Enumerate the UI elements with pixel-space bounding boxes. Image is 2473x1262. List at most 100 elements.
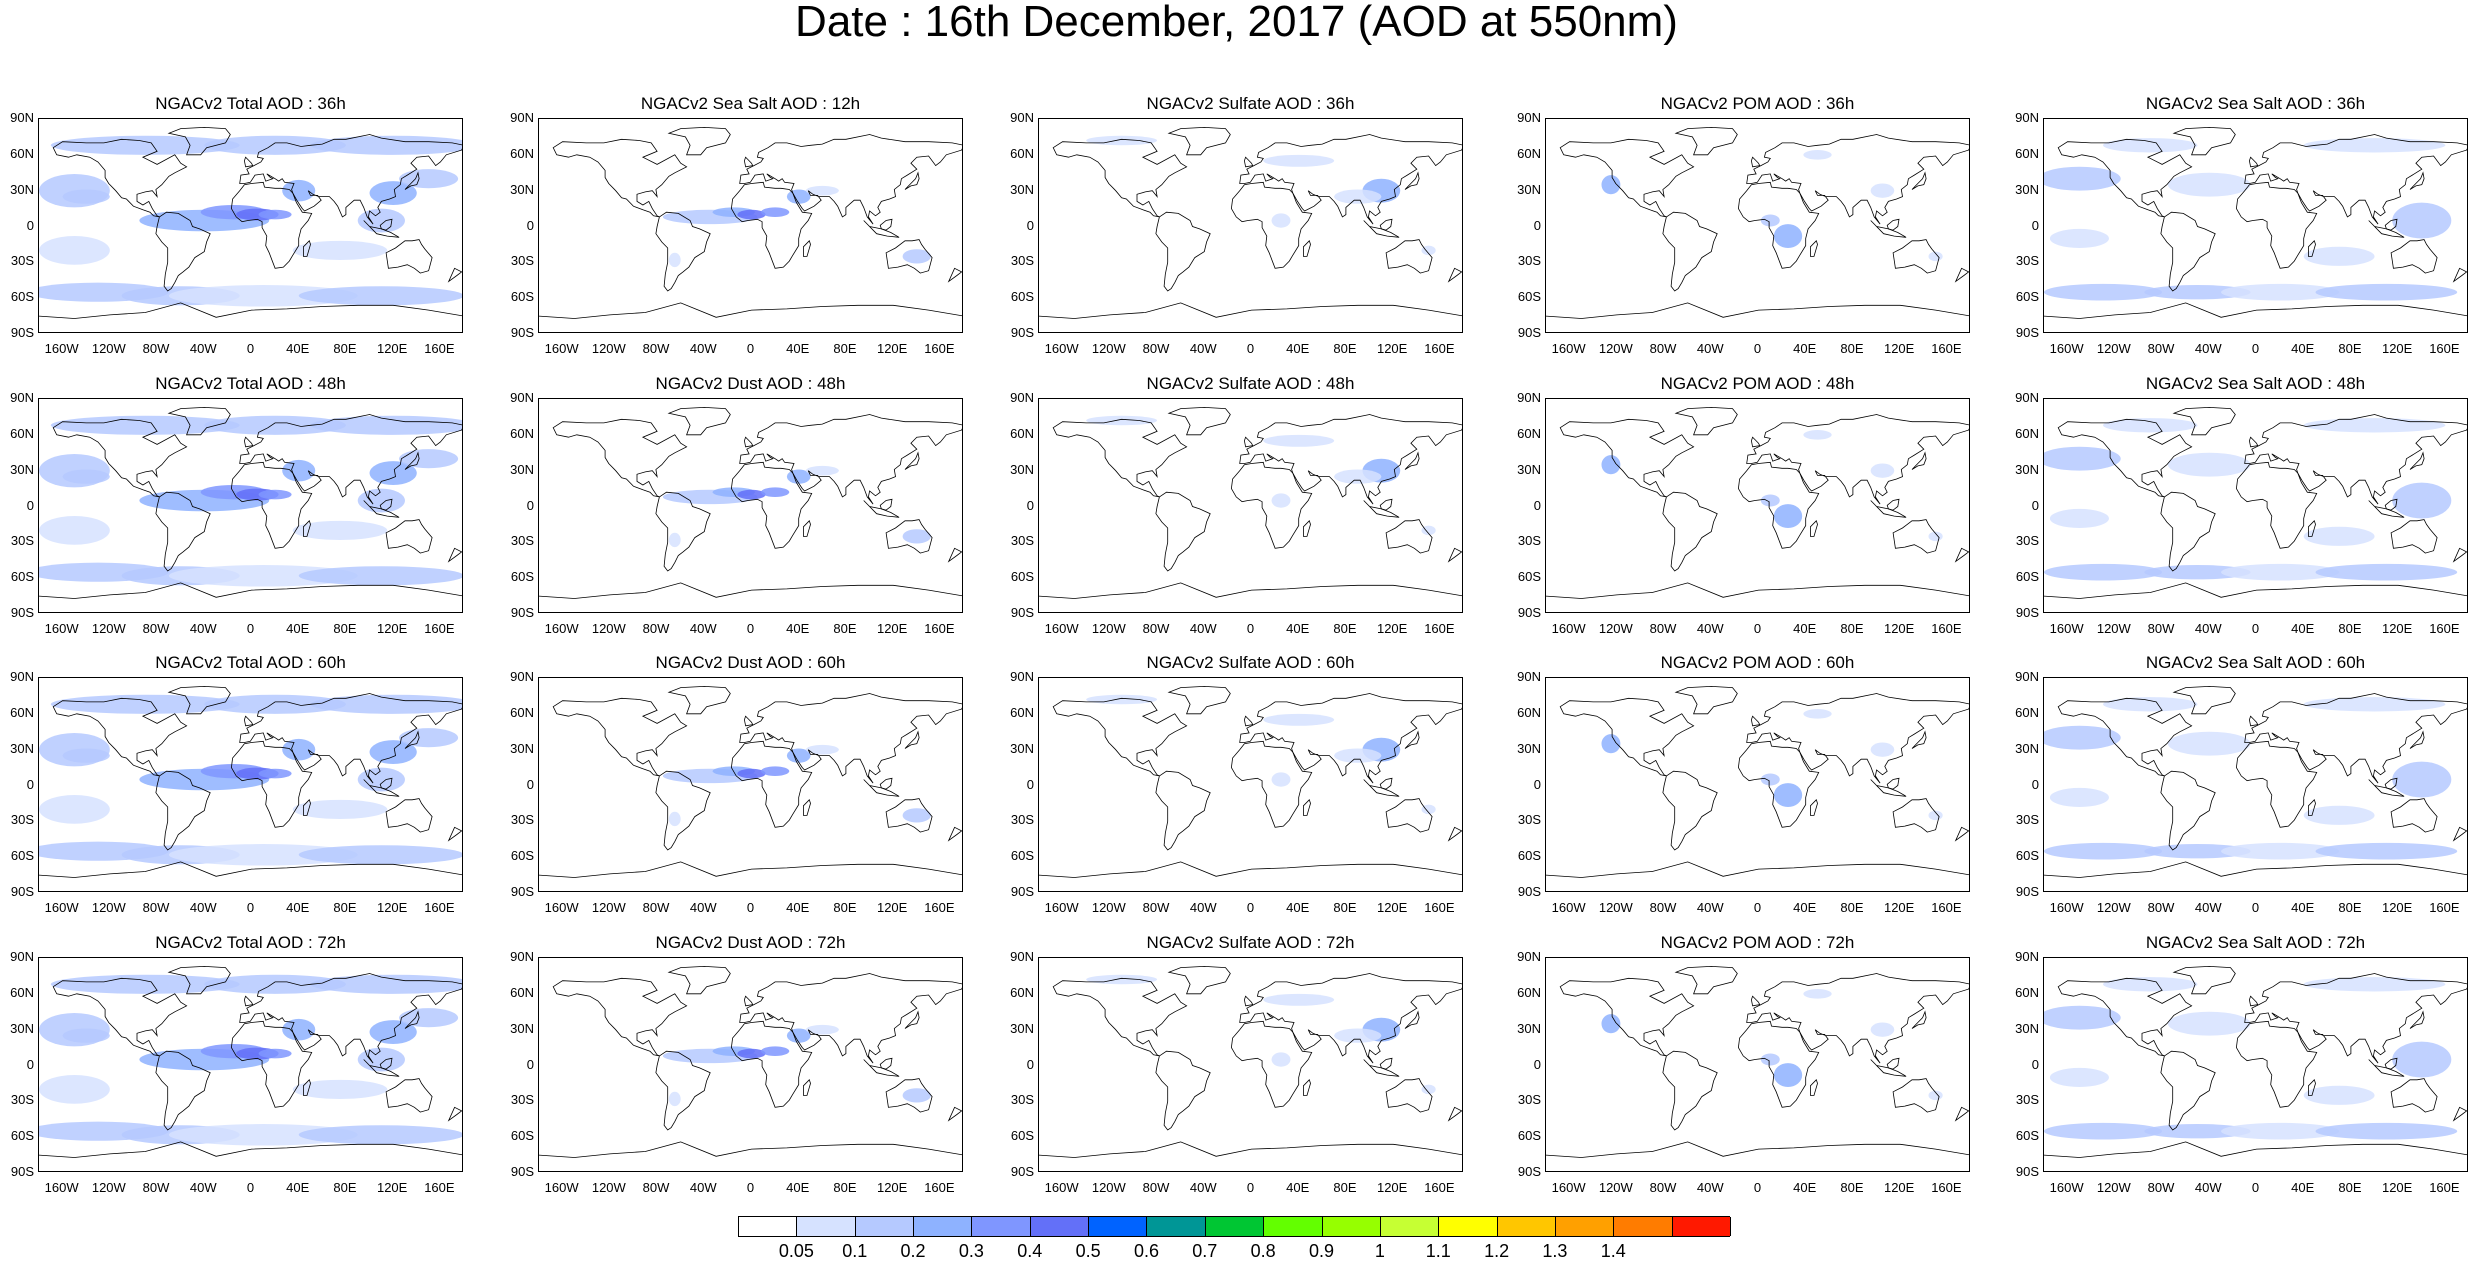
aod-region bbox=[805, 1024, 839, 1035]
lon-tick-label: 160E bbox=[1424, 1180, 1455, 1195]
lat-tick-label: 90S bbox=[510, 884, 534, 899]
lat-tick-label: 60S bbox=[1517, 1128, 1541, 1144]
world-map bbox=[539, 685, 962, 878]
aod-region bbox=[2303, 138, 2446, 153]
lon-tick-label: 40W bbox=[2194, 621, 2222, 636]
aod-region bbox=[369, 461, 417, 485]
aod-region bbox=[62, 469, 110, 484]
aod-region bbox=[1601, 175, 1621, 195]
lon-tick-label: 0 bbox=[1753, 1180, 1762, 1195]
coastline-uk bbox=[2248, 715, 2259, 727]
world-map bbox=[2044, 126, 2467, 319]
coastline-africa bbox=[730, 1020, 813, 1108]
lon-tick-label: 80W bbox=[142, 900, 170, 915]
lat-tick-label: 0 bbox=[1533, 1056, 1541, 1072]
lon-tick-label: 0 bbox=[1246, 621, 1255, 636]
lat-tick-label: 60S bbox=[2015, 848, 2039, 864]
panel-title: NGACv2 Sulfate AOD : 48h bbox=[1146, 374, 1355, 393]
lon-tick-label: 120W bbox=[1091, 621, 1126, 636]
aod-region bbox=[2103, 697, 2198, 712]
lat-tick-label: 0 bbox=[1026, 1056, 1034, 1072]
lon-tick-label: 80W bbox=[142, 621, 170, 636]
lat-tick-label: 30S bbox=[1517, 1092, 1541, 1108]
lon-tick-label: 0 bbox=[246, 621, 255, 636]
lat-tick-label: 60N bbox=[10, 704, 34, 720]
lon-tick-label: 120E bbox=[1376, 1180, 1408, 1195]
lat-tick-label: 60S bbox=[10, 569, 34, 585]
lon-tick-label: 80W bbox=[1649, 1180, 1677, 1195]
coastline-japan bbox=[1404, 1010, 1420, 1029]
coastline-africa bbox=[1737, 1020, 1820, 1108]
lat-tick-label: 90N bbox=[510, 110, 534, 125]
lat-tick-label: 60S bbox=[1010, 289, 1034, 305]
aod-region bbox=[1263, 434, 1335, 447]
aod-region bbox=[2167, 172, 2251, 197]
coastline-antarctica bbox=[2044, 1141, 2467, 1158]
coastline-antarctica bbox=[539, 861, 962, 878]
lon-tick-label: 40W bbox=[189, 341, 217, 356]
aod-region bbox=[1086, 974, 1158, 985]
panel-title: NGACv2 Total AOD : 36h bbox=[155, 94, 346, 113]
coastline-samerica bbox=[1662, 1050, 1718, 1131]
map-panel bbox=[538, 118, 963, 333]
lon-tick-label: 120W bbox=[1091, 341, 1126, 356]
world-map bbox=[2044, 685, 2467, 878]
lat-tick-label: 30S bbox=[2015, 1092, 2039, 1108]
aod-region bbox=[760, 1046, 790, 1056]
lon-tick-label: 80E bbox=[833, 621, 857, 636]
lat-tick-label: 60S bbox=[10, 848, 34, 864]
coastline-uk bbox=[2248, 156, 2259, 168]
lat-tick-label: 60N bbox=[510, 984, 534, 1000]
lon-tick-label: 40W bbox=[1189, 900, 1217, 915]
coastline-antarctica bbox=[2044, 861, 2467, 878]
coastline-namerica bbox=[52, 418, 188, 498]
panel-title: NGACv2 Total AOD : 72h bbox=[155, 933, 346, 952]
aod-region bbox=[2049, 787, 2109, 807]
lon-tick-label: 160W bbox=[1551, 341, 1586, 356]
lon-tick-label: 0 bbox=[246, 1180, 255, 1195]
colorbar-label: 0.7 bbox=[1192, 1241, 1218, 1261]
coastline-samerica bbox=[655, 1050, 711, 1131]
lat-tick-label: 30S bbox=[510, 812, 534, 828]
coastline-japan bbox=[1911, 1010, 1927, 1029]
lon-tick-label: 0 bbox=[1753, 341, 1762, 356]
lat-tick-label: 90S bbox=[510, 325, 534, 340]
colorbar-label: 0.3 bbox=[958, 1241, 984, 1261]
coastline-japan bbox=[1404, 171, 1420, 190]
lon-tick-label: 0 bbox=[1246, 1180, 1255, 1195]
aod-region bbox=[2315, 283, 2458, 301]
lon-tick-label: 160E bbox=[424, 621, 455, 636]
lon-tick-label: 120E bbox=[1376, 900, 1408, 915]
aod-region bbox=[668, 811, 681, 827]
aod-region bbox=[310, 974, 462, 994]
coastline-greenland bbox=[1167, 406, 1231, 436]
aod-region bbox=[50, 415, 240, 435]
coastline-samerica bbox=[155, 491, 211, 572]
aod-region bbox=[168, 565, 358, 587]
lon-tick-label: 80W bbox=[1142, 621, 1170, 636]
coastline-antarctica bbox=[539, 302, 962, 319]
lat-tick-label: 0 bbox=[1026, 497, 1034, 513]
lat-tick-label: 60N bbox=[10, 425, 34, 441]
coastline-australia bbox=[1385, 1078, 1433, 1113]
map-panel bbox=[38, 677, 463, 892]
aod-region bbox=[2392, 202, 2452, 239]
aod-region bbox=[2049, 1067, 2109, 1087]
lat-tick-label: 0 bbox=[1533, 217, 1541, 233]
lon-tick-label: 40E bbox=[1286, 900, 1310, 915]
lat-tick-label: 30S bbox=[510, 253, 534, 269]
panel-title: NGACv2 Sea Salt AOD : 36h bbox=[2145, 94, 2366, 113]
lat-tick-label: 30N bbox=[1010, 1020, 1034, 1036]
lon-tick-label: 40W bbox=[2194, 900, 2222, 915]
lat-tick-label: 30S bbox=[1517, 812, 1541, 828]
lat-tick-label: 90N bbox=[2015, 949, 2039, 964]
panel-title: NGACv2 Sulfate AOD : 36h bbox=[1146, 94, 1355, 113]
lat-tick-label: 90S bbox=[510, 605, 534, 620]
lat-tick-label: 60S bbox=[1010, 1128, 1034, 1144]
colorbar-label: 1 bbox=[1374, 1241, 1385, 1261]
lat-tick-label: 90N bbox=[1517, 949, 1541, 964]
coastline-samerica bbox=[1155, 211, 1211, 292]
coastline-madagascar bbox=[1302, 799, 1311, 816]
lat-tick-label: 90N bbox=[1010, 110, 1034, 125]
aod-region bbox=[2303, 805, 2375, 825]
